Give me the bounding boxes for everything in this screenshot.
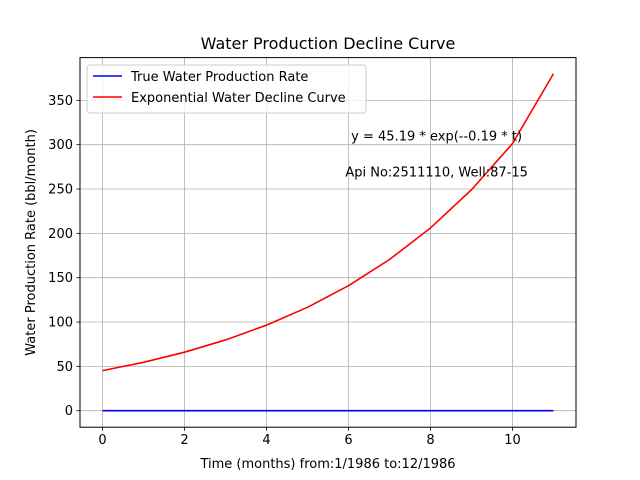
x-tick-label: 0 [98,433,106,448]
y-axis-label: Water Production Rate (bbl/month) [24,129,39,356]
y-tick-label: 0 [65,404,73,419]
y-axis: 0 50 100 150 200 250 300 350 [48,94,80,419]
y-tick-label: 200 [48,227,73,242]
x-tick-label: 8 [426,433,434,448]
legend-label-exponential-curve: Exponential Water Decline Curve [131,91,346,106]
annotations: y = 45.19 * exp(--0.19 * t) Api No:251111… [345,129,528,180]
y-tick-label: 350 [48,94,73,109]
series-line-exponential-curve [102,73,555,372]
legend-box [86,64,367,114]
x-tick-label: 2 [180,433,188,448]
legend-label-true-rate: True Water Production Rate [130,70,308,85]
well-annotation: Api No:2511110, Well:87-15 [345,166,528,181]
legend: True Water Production Rate Exponential W… [86,64,367,114]
y-tick-label: 150 [48,271,73,286]
chart-title: Water Production Decline Curve [201,34,456,53]
equation-annotation: y = 45.19 * exp(--0.19 * t) [351,129,522,144]
series-lines [102,73,555,412]
x-tick-label: 4 [262,433,270,448]
plot-area-frame [79,57,577,428]
x-tick-label: 6 [344,433,352,448]
y-tick-label: 50 [56,360,73,375]
y-tick-label: 300 [48,138,73,153]
x-axis-label: Time (months) from:1/1986 to:12/1986 [199,457,455,472]
y-tick-label: 250 [48,183,73,198]
y-tick-label: 100 [48,316,73,331]
x-tick-label: 10 [504,433,521,448]
x-axis: 0 2 4 6 8 10 [98,427,521,448]
